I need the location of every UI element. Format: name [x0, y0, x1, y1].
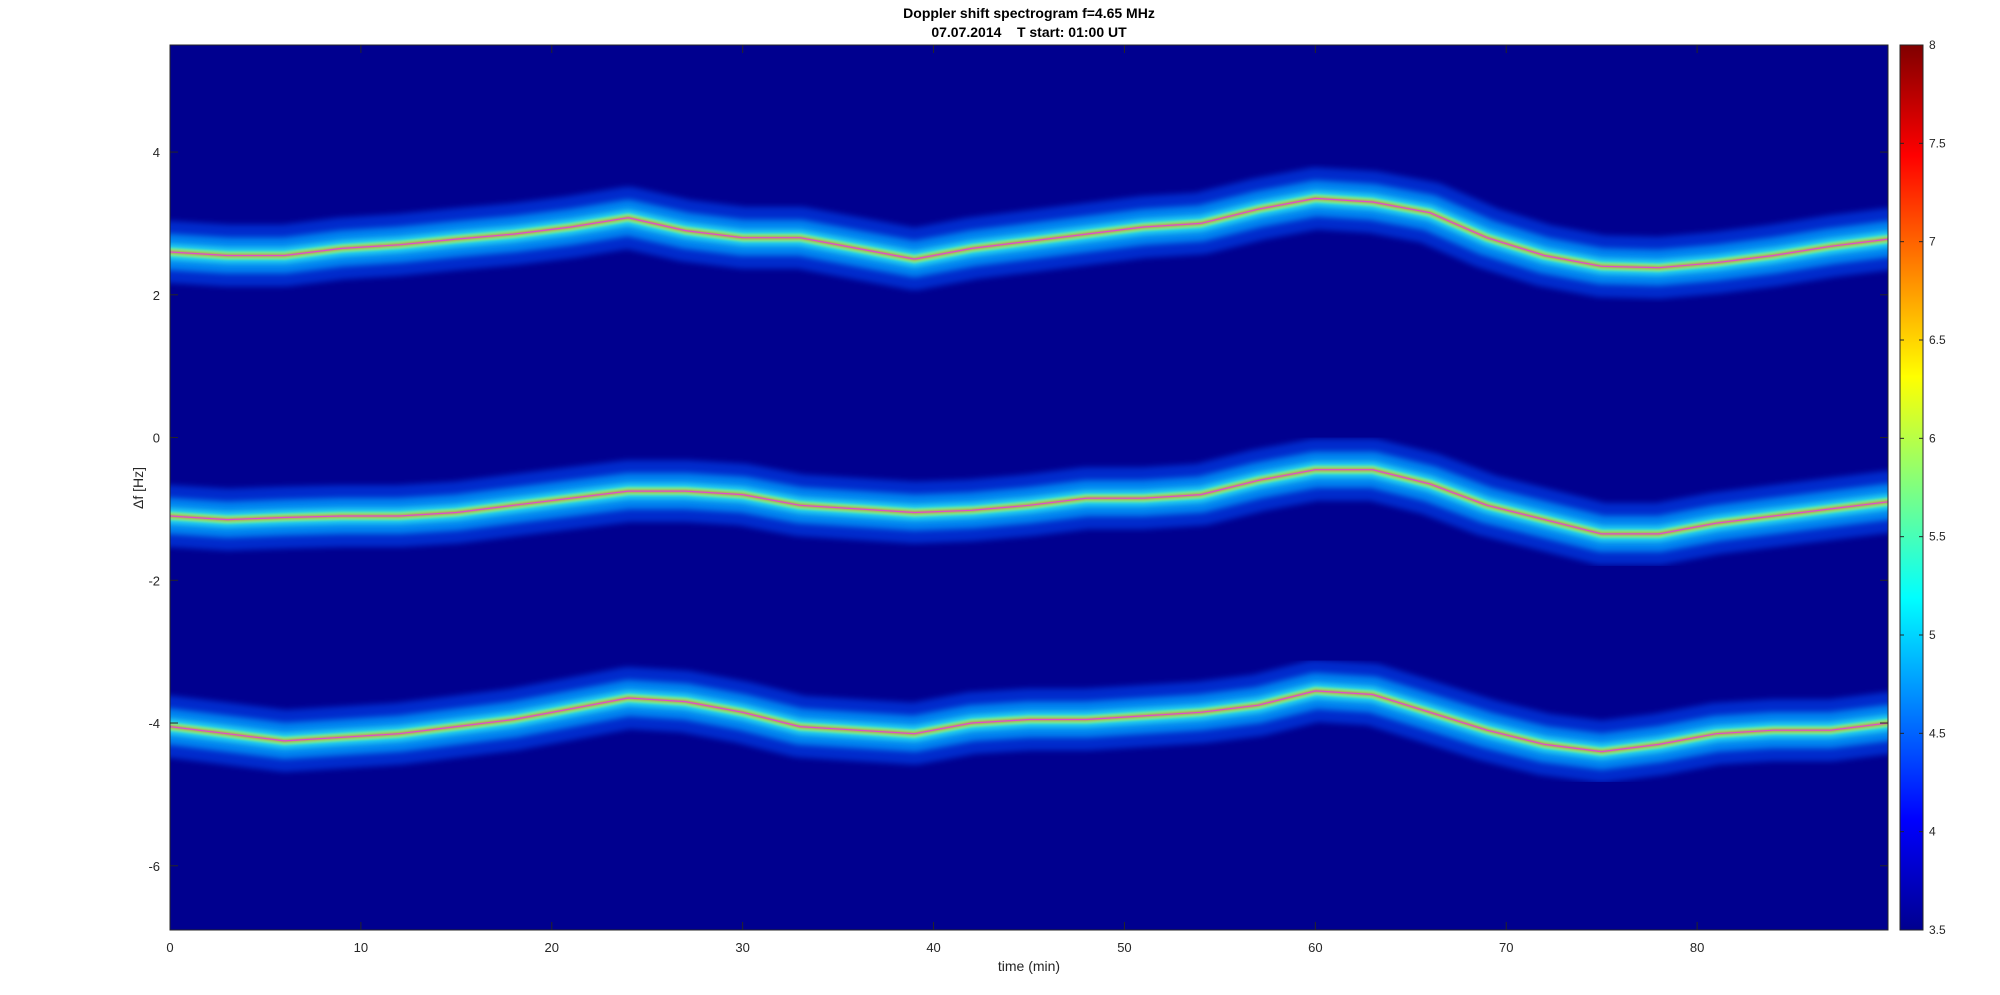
colorbar-tick-label: 7.5 — [1929, 136, 1946, 150]
x-tick-label: 0 — [166, 940, 173, 955]
x-tick-label: 60 — [1308, 940, 1322, 955]
colorbar-tick-label: 4.5 — [1929, 726, 1946, 740]
x-tick-label: 80 — [1690, 940, 1704, 955]
colorbar-tick-label: 4 — [1929, 825, 1936, 839]
colorbar — [1899, 44, 1924, 931]
y-axis-label: Δf [Hz] — [130, 467, 146, 509]
colorbar-tick-label: 6 — [1929, 431, 1936, 445]
x-tick-label: 40 — [926, 940, 940, 955]
y-tick-label: 2 — [153, 288, 160, 303]
y-axis: -6 -4 -2 0 2 4 — [148, 145, 1888, 874]
y-tick-label: -4 — [148, 716, 160, 731]
x-tick-label: 10 — [354, 940, 368, 955]
spectral-bands — [170, 167, 1888, 783]
plot-frame — [169, 44, 1889, 931]
colorbar-tick-label: 5.5 — [1929, 530, 1946, 544]
trace-line-1 — [170, 197, 1888, 269]
colorbar-axis: 3.5 4 4.5 5 5.5 6 6.5 7 7.5 8 — [1900, 38, 1946, 937]
x-tick-label: 20 — [545, 940, 559, 955]
x-axis-label: time (min) — [998, 958, 1060, 974]
chart-subtitle: 07.07.2014 T start: 01:00 UT — [931, 24, 1127, 40]
colorbar-tick-label: 3.5 — [1929, 923, 1946, 937]
y-tick-label: -6 — [148, 859, 160, 874]
colorbar-tick-label: 8 — [1929, 38, 1936, 52]
y-tick-label: -2 — [148, 573, 160, 588]
trace-line-2 — [170, 469, 1888, 535]
x-tick-label: 50 — [1117, 940, 1131, 955]
y-tick-label: 0 — [153, 431, 160, 446]
chart-title: Doppler shift spectrogram f=4.65 MHz — [903, 5, 1155, 21]
y-tick-label: 4 — [153, 145, 160, 160]
colorbar-tick-label: 6.5 — [1929, 333, 1946, 347]
trace-line-3 — [170, 690, 1888, 753]
x-tick-label: 30 — [735, 940, 749, 955]
colorbar-tick-label: 7 — [1929, 235, 1936, 249]
colorbar-tick-label: 5 — [1929, 628, 1936, 642]
x-tick-label: 70 — [1499, 940, 1513, 955]
x-axis: 0 10 20 30 40 50 60 70 80 — [166, 45, 1704, 955]
